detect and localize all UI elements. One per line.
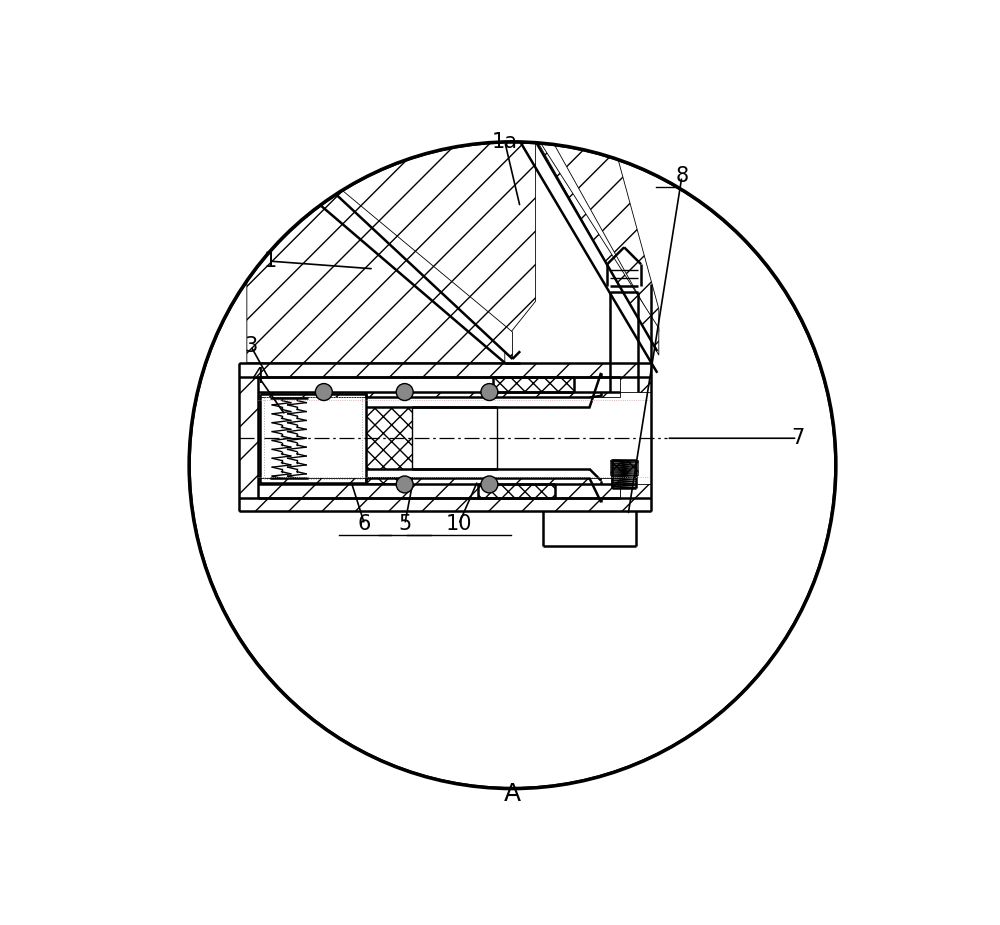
Text: 10: 10: [445, 514, 472, 535]
Circle shape: [481, 384, 498, 401]
Text: 4: 4: [252, 366, 265, 387]
Polygon shape: [239, 376, 258, 499]
Polygon shape: [620, 485, 651, 499]
Text: 6: 6: [358, 514, 371, 535]
Circle shape: [481, 476, 498, 493]
Polygon shape: [247, 111, 512, 359]
Polygon shape: [366, 392, 601, 398]
Polygon shape: [536, 111, 659, 332]
Polygon shape: [620, 376, 651, 392]
Text: 8: 8: [675, 166, 688, 187]
Polygon shape: [366, 478, 601, 485]
Circle shape: [396, 384, 413, 401]
Polygon shape: [366, 407, 412, 469]
Text: 1: 1: [263, 252, 277, 271]
Polygon shape: [258, 478, 620, 499]
Polygon shape: [366, 476, 412, 483]
Text: A: A: [504, 782, 521, 806]
Polygon shape: [258, 392, 620, 398]
Polygon shape: [520, 111, 659, 355]
Text: 7: 7: [791, 428, 804, 449]
Text: 3: 3: [244, 336, 257, 356]
Polygon shape: [493, 376, 574, 392]
Circle shape: [396, 476, 413, 493]
Text: 1a: 1a: [492, 131, 518, 152]
Polygon shape: [239, 363, 651, 376]
Circle shape: [315, 384, 332, 401]
Polygon shape: [610, 460, 638, 475]
Polygon shape: [247, 111, 536, 363]
Polygon shape: [239, 499, 651, 512]
Text: 5: 5: [398, 514, 411, 535]
Polygon shape: [478, 485, 555, 499]
